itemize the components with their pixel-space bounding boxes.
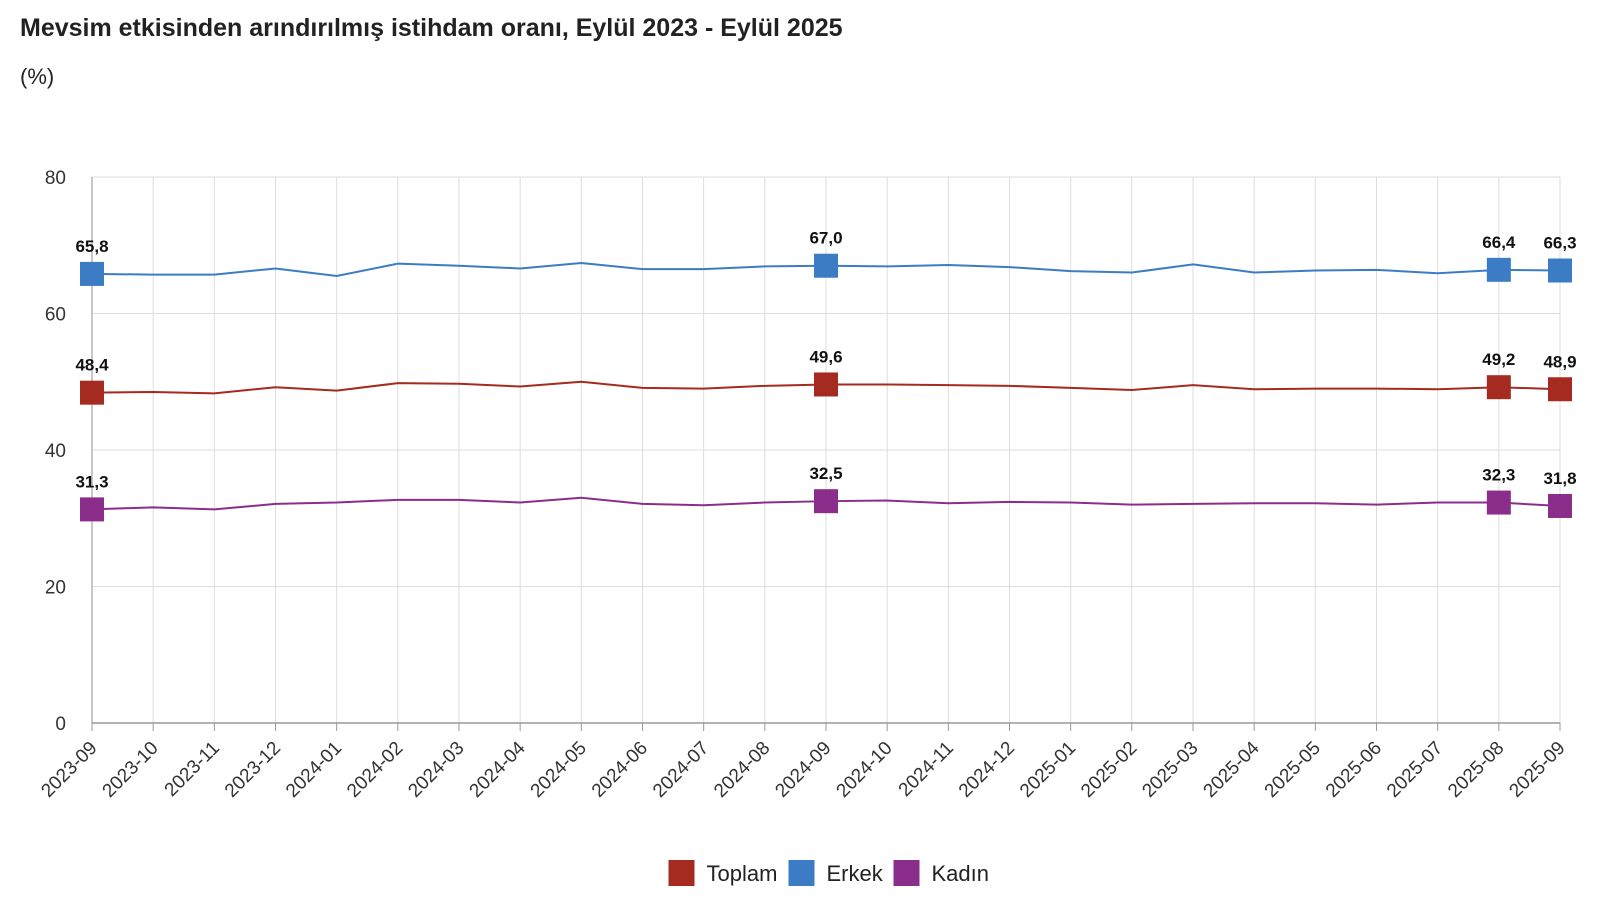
data-label: 65,8	[75, 237, 108, 256]
data-point-marker[interactable]	[1548, 493, 1572, 518]
data-label: 32,3	[1482, 466, 1515, 485]
data-point-marker[interactable]	[814, 489, 838, 514]
data-point-marker[interactable]	[1486, 490, 1511, 515]
data-point-marker[interactable]	[1486, 375, 1511, 400]
legend-swatch-erkek[interactable]	[788, 860, 815, 886]
x-tick-label: 2024-11	[895, 738, 958, 801]
data-label: 66,3	[1543, 234, 1576, 253]
data-point-marker[interactable]	[80, 380, 104, 405]
x-tick-label: 2025-08	[1444, 738, 1508, 802]
x-tick-label: 2025-04	[1200, 737, 1264, 801]
x-tick-label: 2024-09	[771, 738, 835, 802]
x-tick-label: 2024-05	[527, 738, 591, 802]
x-tick-label: 2025-06	[1322, 738, 1386, 802]
x-tick-label: 2024-03	[404, 738, 468, 802]
x-tick-label: 2024-10	[833, 738, 897, 802]
data-point-marker[interactable]	[814, 253, 838, 278]
x-tick-label: 2023-11	[161, 738, 224, 801]
x-axis: 2023-092023-102023-112023-122024-012024-…	[37, 722, 1570, 802]
y-tick-label: 20	[45, 578, 66, 599]
x-tick-label: 2024-02	[343, 738, 407, 802]
x-tick-label: 2025-02	[1077, 738, 1141, 802]
legend-label[interactable]: Erkek	[827, 861, 884, 886]
chart-unit: (%)	[20, 64, 55, 89]
data-point-marker[interactable]	[1548, 258, 1572, 283]
y-tick-label: 40	[45, 441, 66, 462]
x-tick-label: 2023-09	[37, 738, 101, 802]
x-tick-label: 2025-03	[1138, 738, 1202, 802]
x-tick-label: 2023-12	[221, 738, 285, 802]
data-point-marker[interactable]	[80, 497, 104, 522]
legend-label[interactable]: Toplam	[707, 861, 778, 886]
data-point-marker[interactable]	[814, 372, 838, 397]
data-label: 31,8	[1543, 469, 1576, 488]
x-tick-label: 2025-01	[1016, 738, 1080, 802]
x-tick-label: 2024-01	[282, 738, 346, 802]
chart-title: Mevsim etkisinden arındırılmış istihdam …	[20, 14, 843, 42]
data-point-marker[interactable]	[1548, 377, 1572, 402]
x-tick-label: 2024-08	[710, 738, 774, 802]
data-label: 67,0	[809, 229, 842, 248]
data-point-marker[interactable]	[1486, 257, 1511, 282]
y-tick-label: 80	[45, 168, 66, 189]
data-point-marker[interactable]	[80, 261, 104, 286]
x-tick-label: 2024-12	[955, 738, 1019, 802]
x-tick-label: 2024-04	[466, 737, 530, 801]
x-tick-label: 2025-07	[1383, 738, 1447, 802]
legend-swatch-toplam[interactable]	[668, 860, 695, 886]
legend: Toplam Erkek Kadın	[668, 860, 990, 886]
x-tick-label: 2025-09	[1505, 738, 1569, 802]
data-label: 49,6	[809, 347, 842, 366]
x-tick-label: 2024-06	[588, 738, 652, 802]
data-label: 31,3	[75, 472, 108, 491]
data-label: 66,4	[1482, 233, 1516, 252]
y-tick-label: 60	[45, 305, 66, 326]
legend-label[interactable]: Kadın	[932, 861, 990, 886]
x-tick-label: 2025-05	[1261, 738, 1325, 802]
x-tick-label: 2023-10	[99, 738, 163, 802]
x-tick-label: 2024-07	[649, 738, 713, 802]
data-label: 49,2	[1482, 350, 1515, 369]
data-label: 48,9	[1543, 352, 1576, 371]
legend-swatch-kadın[interactable]	[893, 860, 920, 886]
series-group: 48,4 49,6 49,2 48,9 65,8 67,0 66,4 66,3 31,3 32,5…	[75, 229, 1577, 522]
data-label: 32,5	[809, 464, 842, 483]
data-label: 48,4	[75, 356, 109, 375]
y-tick-label: 0	[55, 714, 66, 735]
